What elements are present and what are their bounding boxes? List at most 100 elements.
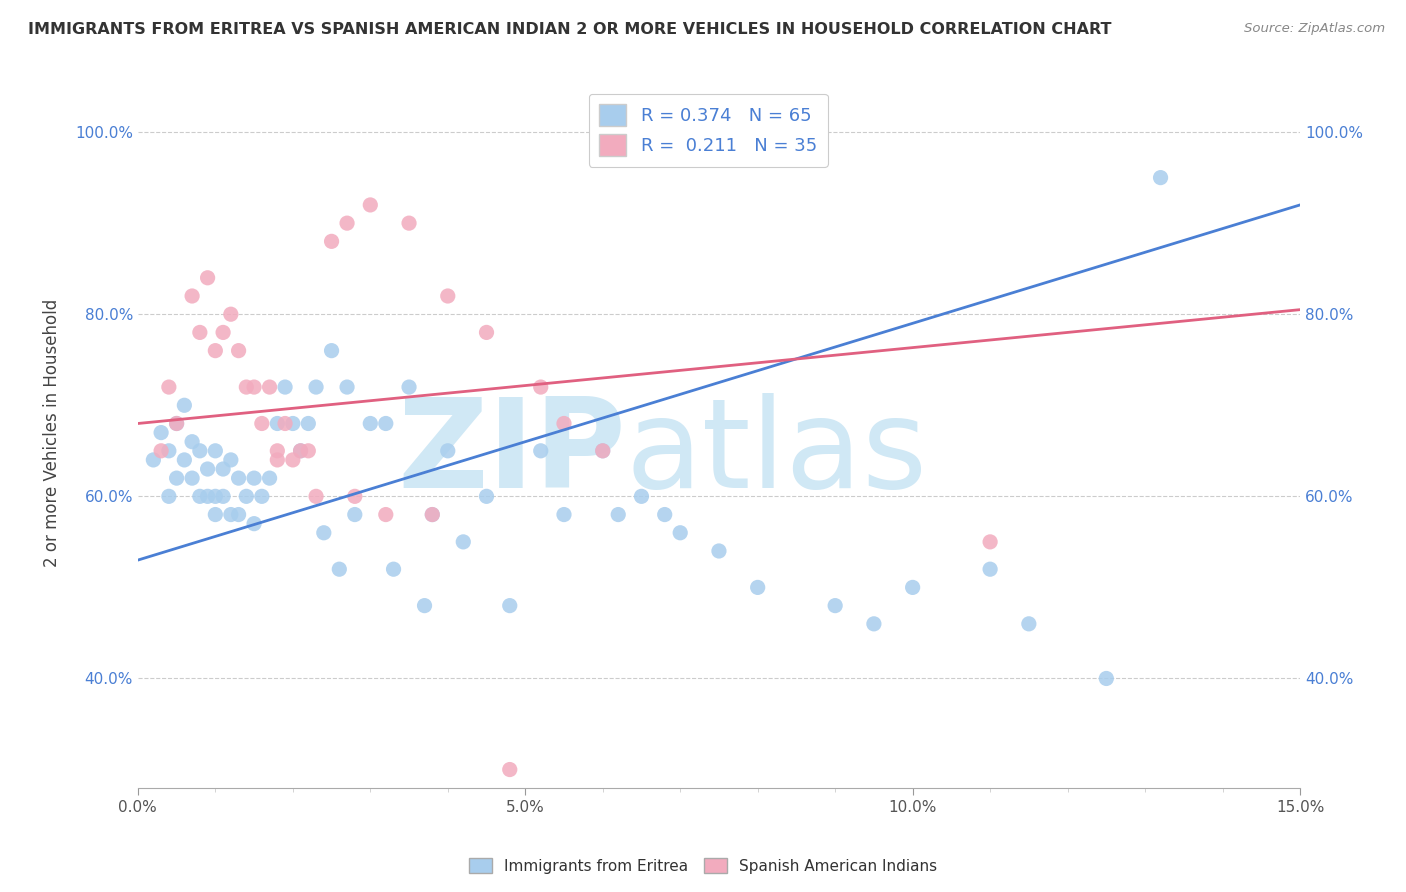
- Point: [228, 508, 250, 522]
- Point: [499, 599, 522, 613]
- Point: [266, 453, 288, 467]
- Point: [553, 508, 575, 522]
- Point: [398, 216, 420, 230]
- Point: [707, 544, 730, 558]
- Point: [173, 398, 195, 412]
- Point: [607, 508, 630, 522]
- Point: [420, 508, 443, 522]
- Point: [197, 462, 219, 476]
- Point: [297, 417, 319, 431]
- Point: [374, 508, 396, 522]
- Point: [420, 508, 443, 522]
- Point: [250, 417, 273, 431]
- Point: [824, 599, 846, 613]
- Point: [166, 471, 188, 485]
- Point: [235, 380, 257, 394]
- Point: [188, 489, 211, 503]
- Point: [259, 471, 281, 485]
- Point: [979, 534, 1001, 549]
- Point: [204, 508, 226, 522]
- Point: [1149, 170, 1171, 185]
- Point: [188, 443, 211, 458]
- Point: [166, 417, 188, 431]
- Point: [747, 581, 769, 595]
- Point: [243, 380, 266, 394]
- Point: [250, 489, 273, 503]
- Point: [181, 434, 204, 449]
- Point: [359, 417, 381, 431]
- Point: [243, 471, 266, 485]
- Point: [166, 417, 188, 431]
- Legend: Immigrants from Eritrea, Spanish American Indians: Immigrants from Eritrea, Spanish America…: [463, 852, 943, 880]
- Point: [197, 270, 219, 285]
- Point: [343, 489, 366, 503]
- Point: [290, 443, 312, 458]
- Point: [669, 525, 692, 540]
- Point: [553, 417, 575, 431]
- Point: [328, 562, 350, 576]
- Point: [374, 417, 396, 431]
- Point: [219, 508, 242, 522]
- Point: [321, 235, 343, 249]
- Point: [157, 380, 180, 394]
- Point: [181, 471, 204, 485]
- Point: [359, 198, 381, 212]
- Text: IMMIGRANTS FROM ERITREA VS SPANISH AMERICAN INDIAN 2 OR MORE VEHICLES IN HOUSEHO: IMMIGRANTS FROM ERITREA VS SPANISH AMERI…: [28, 22, 1112, 37]
- Point: [181, 289, 204, 303]
- Point: [290, 443, 312, 458]
- Point: [212, 326, 235, 340]
- Point: [228, 471, 250, 485]
- Point: [413, 599, 436, 613]
- Point: [142, 453, 165, 467]
- Point: [901, 581, 924, 595]
- Point: [274, 417, 297, 431]
- Point: [312, 525, 335, 540]
- Point: [436, 289, 458, 303]
- Text: ZIP: ZIP: [398, 393, 626, 515]
- Point: [398, 380, 420, 394]
- Point: [630, 489, 652, 503]
- Point: [150, 443, 173, 458]
- Point: [436, 443, 458, 458]
- Point: [212, 462, 235, 476]
- Point: [336, 380, 359, 394]
- Point: [863, 616, 886, 631]
- Point: [219, 307, 242, 321]
- Point: [157, 443, 180, 458]
- Point: [305, 380, 328, 394]
- Point: [382, 562, 405, 576]
- Point: [654, 508, 676, 522]
- Point: [188, 326, 211, 340]
- Text: atlas: atlas: [626, 393, 928, 515]
- Text: Source: ZipAtlas.com: Source: ZipAtlas.com: [1244, 22, 1385, 36]
- Point: [305, 489, 328, 503]
- Point: [266, 417, 288, 431]
- Point: [157, 489, 180, 503]
- Point: [297, 443, 319, 458]
- Point: [281, 417, 304, 431]
- Point: [475, 489, 498, 503]
- Point: [281, 453, 304, 467]
- Point: [150, 425, 173, 440]
- Point: [228, 343, 250, 358]
- Point: [204, 489, 226, 503]
- Point: [336, 216, 359, 230]
- Point: [979, 562, 1001, 576]
- Point: [475, 326, 498, 340]
- Point: [266, 443, 288, 458]
- Point: [499, 763, 522, 777]
- Y-axis label: 2 or more Vehicles in Household: 2 or more Vehicles in Household: [44, 299, 60, 566]
- Point: [451, 534, 474, 549]
- Point: [204, 343, 226, 358]
- Legend: R = 0.374   N = 65, R =  0.211   N = 35: R = 0.374 N = 65, R = 0.211 N = 35: [589, 94, 828, 167]
- Point: [343, 508, 366, 522]
- Point: [173, 453, 195, 467]
- Point: [530, 380, 553, 394]
- Point: [212, 489, 235, 503]
- Point: [259, 380, 281, 394]
- Point: [592, 443, 614, 458]
- Point: [321, 343, 343, 358]
- Point: [197, 489, 219, 503]
- Point: [219, 453, 242, 467]
- Point: [530, 443, 553, 458]
